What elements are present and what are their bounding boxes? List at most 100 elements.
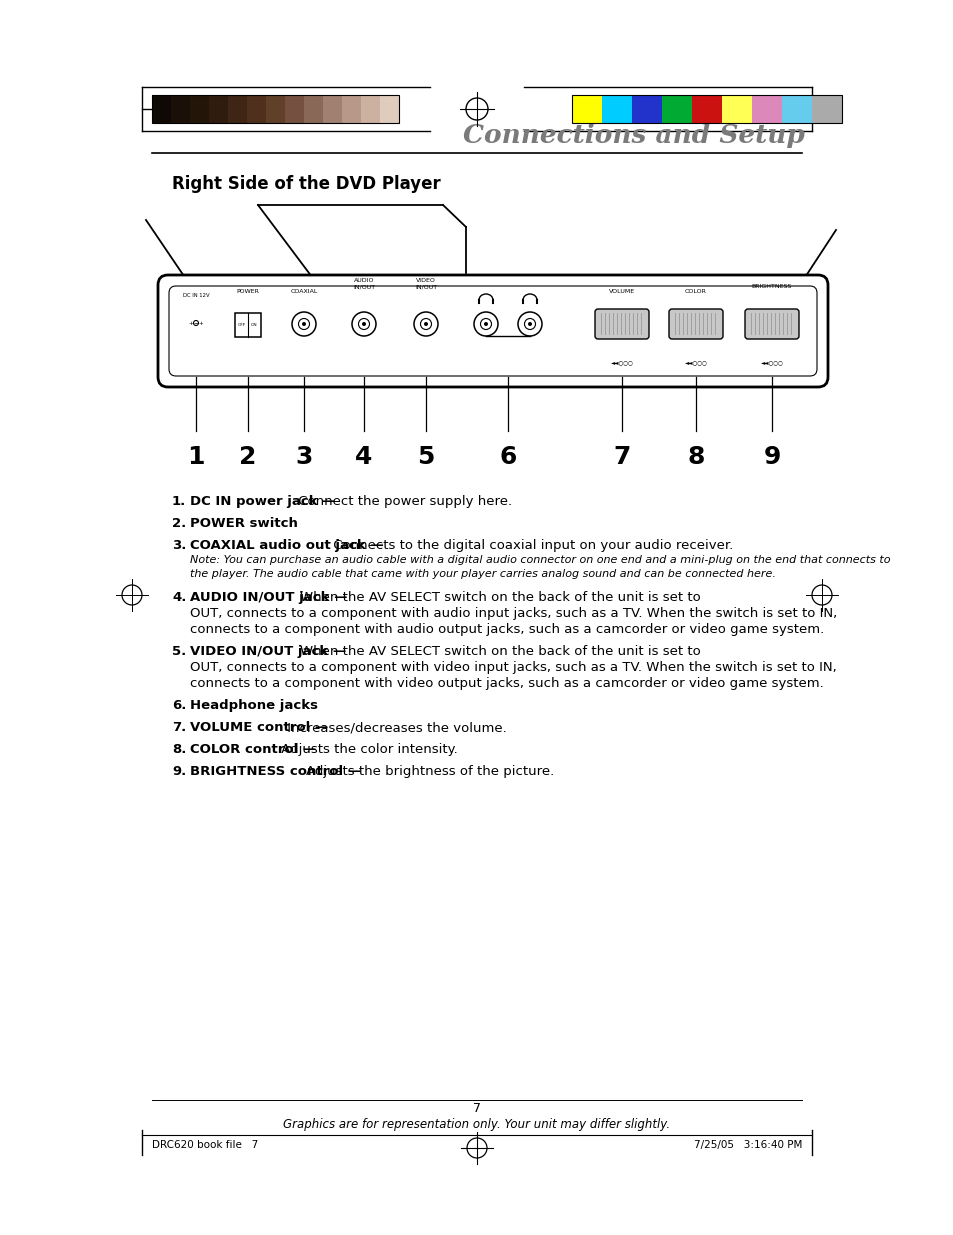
Text: 5: 5	[416, 445, 435, 469]
Text: 9.: 9.	[172, 764, 186, 778]
Circle shape	[423, 322, 428, 326]
Bar	[152, 95, 398, 124]
Bar	[661, 95, 691, 124]
Text: +: +	[198, 321, 203, 326]
Text: 3: 3	[295, 445, 313, 469]
Text: +: +	[189, 321, 193, 326]
Bar	[304, 95, 323, 124]
Circle shape	[292, 312, 315, 336]
Bar	[341, 95, 360, 124]
Circle shape	[527, 322, 532, 326]
Circle shape	[517, 312, 541, 336]
Text: Headphone jacks: Headphone jacks	[190, 699, 317, 713]
Text: 6.: 6.	[172, 699, 186, 713]
Bar	[572, 95, 601, 124]
Text: When the AV SELECT switch on the back of the unit is set to: When the AV SELECT switch on the back of…	[300, 592, 700, 604]
Bar	[266, 95, 285, 124]
Circle shape	[474, 312, 497, 336]
Text: 8.: 8.	[172, 743, 186, 756]
Text: VOLUME control —: VOLUME control —	[190, 721, 328, 734]
Text: Adjusts the brightness of the picture.: Adjusts the brightness of the picture.	[306, 764, 554, 778]
Text: connects to a component with video output jacks, such as a camcorder or video ga: connects to a component with video outpu…	[190, 677, 822, 690]
Text: OUT, connects to a component with audio input jacks, such as a TV. When the swit: OUT, connects to a component with audio …	[190, 606, 837, 620]
Text: OUT, connects to a component with video input jacks, such as a TV. When the swit: OUT, connects to a component with video …	[190, 661, 836, 674]
Text: BRIGHTNESS: BRIGHTNESS	[751, 284, 791, 289]
Text: 4.: 4.	[172, 592, 186, 604]
Circle shape	[358, 319, 369, 330]
Bar	[171, 95, 190, 124]
Circle shape	[524, 319, 535, 330]
Text: OFF: OFF	[237, 324, 246, 327]
Text: Right Side of the DVD Player: Right Side of the DVD Player	[172, 175, 440, 193]
Text: ◄◄○○○: ◄◄○○○	[610, 361, 633, 366]
FancyBboxPatch shape	[668, 309, 722, 338]
Bar	[572, 95, 841, 124]
Bar	[631, 95, 661, 124]
Text: 7: 7	[473, 1102, 480, 1115]
Circle shape	[193, 321, 198, 326]
Text: 2.: 2.	[172, 517, 186, 530]
Circle shape	[414, 312, 437, 336]
Bar	[601, 95, 631, 124]
Text: AUDIO IN/OUT jack —: AUDIO IN/OUT jack —	[190, 592, 347, 604]
Text: −: −	[193, 321, 198, 326]
Circle shape	[420, 319, 431, 330]
Bar	[379, 95, 398, 124]
Bar	[721, 95, 751, 124]
Text: ON: ON	[251, 324, 257, 327]
Text: 6: 6	[498, 445, 517, 469]
Circle shape	[298, 319, 309, 330]
Text: Note: You can purchase an audio cable with a digital audio connector on one end : Note: You can purchase an audio cable wi…	[190, 555, 889, 564]
Text: 1.: 1.	[172, 495, 186, 508]
Text: the player. The audio cable that came with your player carries analog sound and : the player. The audio cable that came wi…	[190, 569, 775, 579]
Text: VOLUME: VOLUME	[608, 289, 635, 294]
Text: Adjusts the color intensity.: Adjusts the color intensity.	[276, 743, 457, 756]
Text: 3.: 3.	[172, 538, 186, 552]
Bar	[751, 95, 781, 124]
Text: COAXIAL: COAXIAL	[290, 289, 317, 294]
Text: POWER: POWER	[236, 289, 259, 294]
Text: ◄◄○○○: ◄◄○○○	[760, 361, 782, 366]
Text: 7: 7	[613, 445, 630, 469]
Bar	[323, 95, 341, 124]
FancyBboxPatch shape	[744, 309, 799, 338]
Text: 5.: 5.	[172, 645, 186, 658]
Text: DRC620 book file   7: DRC620 book file 7	[152, 1140, 258, 1150]
Text: Graphics are for representation only. Your unit may differ slightly.: Graphics are for representation only. Yo…	[283, 1118, 670, 1131]
Text: Connections and Setup: Connections and Setup	[462, 124, 804, 148]
Text: COAXIAL audio out jack —: COAXIAL audio out jack —	[190, 538, 383, 552]
Text: 7.: 7.	[172, 721, 186, 734]
Circle shape	[352, 312, 375, 336]
Text: BRIGHTNESS control —: BRIGHTNESS control —	[190, 764, 361, 778]
Text: COLOR control —: COLOR control —	[190, 743, 315, 756]
Circle shape	[361, 322, 366, 326]
Text: DC IN 12V: DC IN 12V	[182, 293, 209, 298]
Bar	[209, 95, 228, 124]
Text: COLOR: COLOR	[684, 289, 706, 294]
Bar	[285, 95, 304, 124]
Text: Connects to the digital coaxial input on your audio receiver.: Connects to the digital coaxial input on…	[329, 538, 733, 552]
Text: 1: 1	[187, 445, 205, 469]
Text: Increases/decreases the volume.: Increases/decreases the volume.	[282, 721, 506, 734]
FancyBboxPatch shape	[169, 287, 816, 375]
Bar	[247, 95, 266, 124]
Text: AUDIO
IN/OUT: AUDIO IN/OUT	[353, 278, 375, 289]
Bar	[234, 312, 261, 337]
Text: VIDEO
IN/OUT: VIDEO IN/OUT	[415, 278, 436, 289]
FancyBboxPatch shape	[595, 309, 648, 338]
Text: VIDEO IN/OUT jack —: VIDEO IN/OUT jack —	[190, 645, 346, 658]
FancyBboxPatch shape	[158, 275, 827, 387]
Text: 4: 4	[355, 445, 373, 469]
Text: ◄◄○○○: ◄◄○○○	[684, 361, 706, 366]
Circle shape	[302, 322, 306, 326]
Text: Connect the power supply here.: Connect the power supply here.	[294, 495, 512, 508]
Text: DC IN power jack —: DC IN power jack —	[190, 495, 335, 508]
Bar	[228, 95, 247, 124]
Bar	[152, 95, 171, 124]
Text: 8: 8	[686, 445, 704, 469]
Text: 7/25/05   3:16:40 PM: 7/25/05 3:16:40 PM	[693, 1140, 801, 1150]
Bar	[190, 95, 209, 124]
Text: POWER switch: POWER switch	[190, 517, 297, 530]
Text: connects to a component with audio output jacks, such as a camcorder or video ga: connects to a component with audio outpu…	[190, 622, 823, 636]
Text: 9: 9	[762, 445, 780, 469]
